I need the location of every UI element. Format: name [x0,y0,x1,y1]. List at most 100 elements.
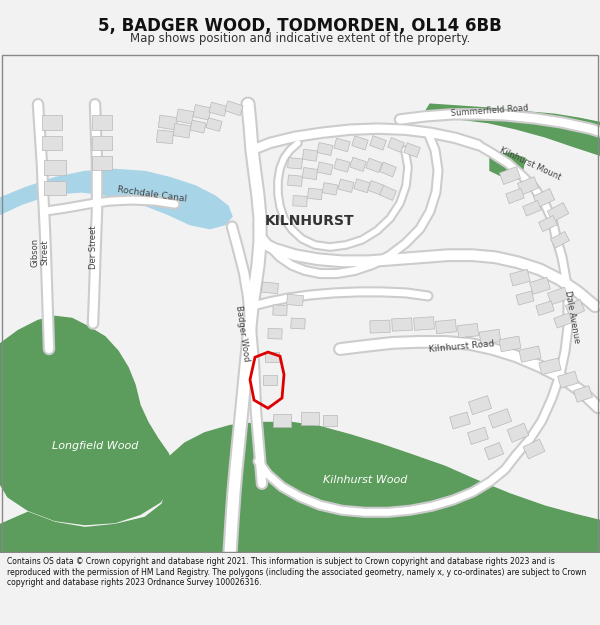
Bar [176,109,194,124]
Bar [308,188,322,200]
Bar [317,162,333,175]
Bar [354,179,370,192]
Bar [533,189,554,208]
Bar [449,412,470,429]
Bar [488,409,512,428]
Bar [554,313,572,328]
Bar [334,159,350,172]
Bar [225,101,243,116]
Bar [467,427,488,444]
Polygon shape [0,422,600,553]
Bar [484,442,503,460]
Text: KILNHURST: KILNHURST [265,214,355,229]
Bar [536,301,554,316]
Bar [368,181,384,195]
Text: Badger Wood: Badger Wood [233,305,250,362]
Bar [293,196,307,206]
Bar [551,231,569,248]
Bar [530,278,550,294]
Bar [499,167,521,184]
Bar [262,282,278,294]
Bar [302,149,317,161]
Text: Summerfield Road: Summerfield Road [451,104,529,119]
Bar [157,130,173,144]
Text: Gibson
Street: Gibson Street [30,238,50,267]
Polygon shape [0,316,175,524]
Bar [273,305,287,316]
Bar [44,181,66,195]
Bar [547,202,569,222]
Text: Kilnhurst Wood: Kilnhurst Wood [323,474,407,484]
Text: Der Street: Der Street [89,225,97,269]
Bar [302,168,317,179]
Bar [287,175,302,186]
Bar [92,156,112,171]
Bar [42,136,62,150]
Bar [380,186,397,201]
Bar [158,115,178,130]
Text: Rochdale Canal: Rochdale Canal [116,184,187,203]
Bar [380,162,397,177]
Bar [352,136,368,150]
Bar [506,188,524,204]
Bar [268,328,282,339]
Bar [557,371,578,388]
Bar [404,143,420,158]
Bar [499,336,521,352]
Bar [539,216,557,232]
Text: Kilnhurst Road: Kilnhurst Road [429,339,495,354]
Bar [519,346,541,362]
Text: Contains OS data © Crown copyright and database right 2021. This information is : Contains OS data © Crown copyright and d… [7,558,586,588]
Bar [523,201,541,216]
Bar [338,179,354,192]
Bar [366,158,382,172]
Bar [523,439,545,459]
Bar [44,160,66,174]
Bar [263,374,277,385]
Text: 5, BADGER WOOD, TODMORDEN, OL14 6BB: 5, BADGER WOOD, TODMORDEN, OL14 6BB [98,18,502,35]
Bar [190,120,206,133]
Bar [565,299,584,317]
Text: Map shows position and indicative extent of the property.: Map shows position and indicative extent… [130,32,470,45]
Polygon shape [0,169,232,229]
Bar [469,396,491,414]
Bar [334,138,350,152]
Polygon shape [490,153,525,178]
Bar [388,138,404,152]
Bar [2,55,598,552]
Bar [92,116,112,129]
Bar [92,136,112,150]
Bar [291,318,305,329]
Bar [370,320,390,333]
Bar [206,118,222,131]
Bar [539,358,561,375]
Bar [42,116,62,129]
Bar [436,319,457,334]
Text: Longfield Wood: Longfield Wood [52,441,138,451]
Text: Kilnhurst Mount: Kilnhurst Mount [498,145,562,181]
Bar [548,288,568,305]
Bar [479,329,501,344]
Bar [209,102,227,116]
Bar [574,386,592,402]
Bar [317,142,333,156]
Bar [287,158,302,169]
Bar [193,104,211,120]
Polygon shape [425,104,600,155]
Bar [510,269,530,286]
Bar [457,324,479,338]
Bar [301,412,319,424]
Bar [413,317,434,331]
Bar [322,182,338,195]
Bar [323,416,337,426]
Bar [370,136,386,150]
Bar [287,294,304,306]
Bar [392,318,412,331]
Bar [173,124,191,138]
Bar [273,414,291,427]
Bar [507,423,529,442]
Text: Dale Avenue: Dale Avenue [563,289,581,344]
Bar [350,158,366,171]
Bar [265,352,279,362]
Bar [516,291,534,305]
